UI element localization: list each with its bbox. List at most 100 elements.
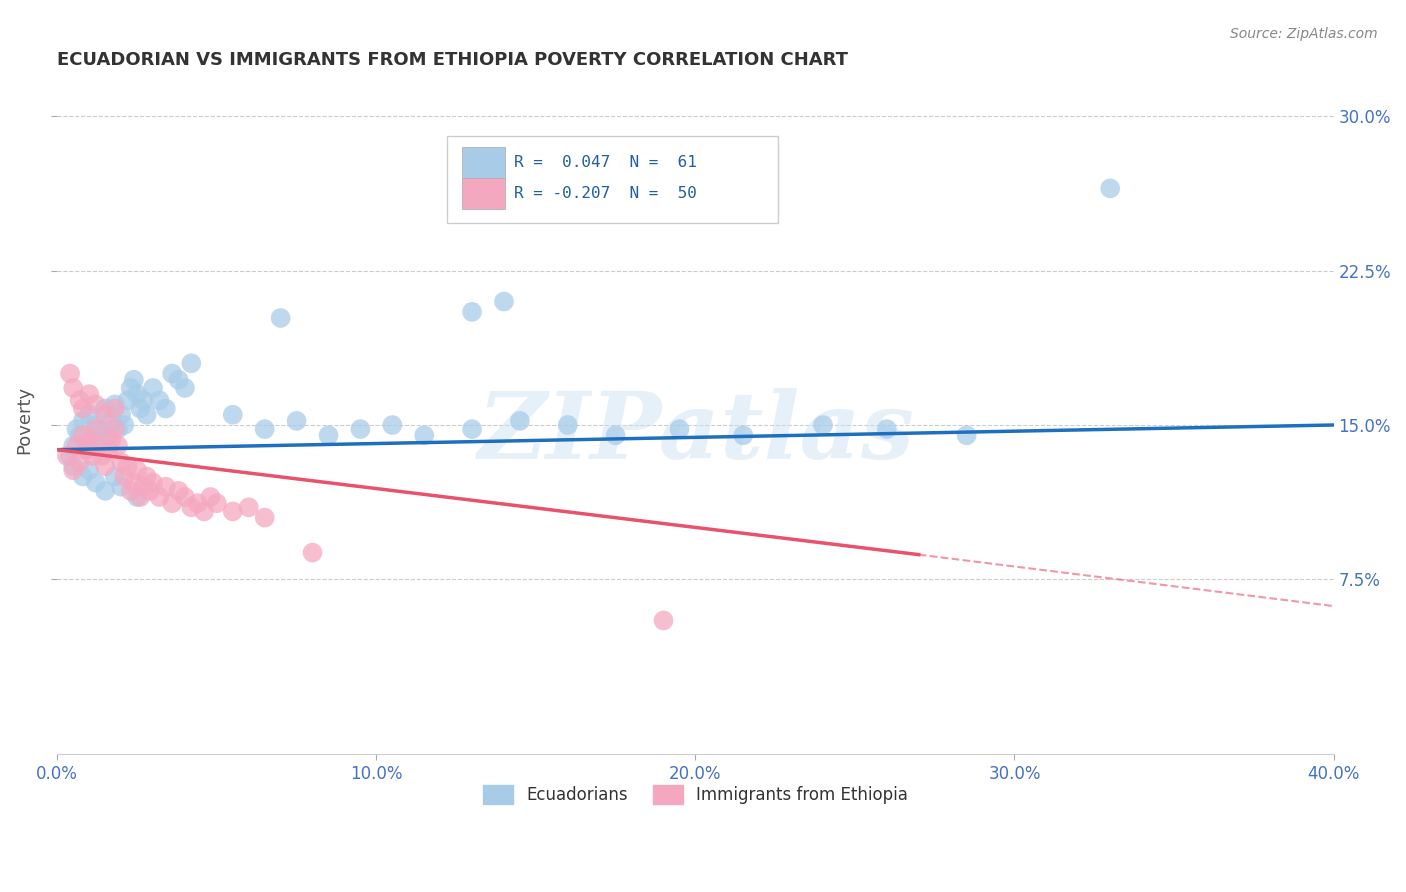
Point bbox=[193, 504, 215, 518]
Point bbox=[167, 373, 190, 387]
Point bbox=[955, 428, 977, 442]
Point bbox=[56, 449, 79, 463]
Point bbox=[461, 422, 484, 436]
Point bbox=[174, 490, 197, 504]
Point bbox=[87, 439, 110, 453]
Point bbox=[104, 422, 127, 436]
Point bbox=[94, 401, 117, 416]
Point bbox=[77, 463, 100, 477]
Text: Source: ZipAtlas.com: Source: ZipAtlas.com bbox=[1230, 27, 1378, 41]
Point bbox=[285, 414, 308, 428]
Point bbox=[1099, 181, 1122, 195]
Point bbox=[461, 305, 484, 319]
Point bbox=[318, 428, 340, 442]
Point bbox=[129, 401, 152, 416]
Point bbox=[174, 381, 197, 395]
Point bbox=[110, 455, 132, 469]
Point bbox=[200, 490, 222, 504]
Point bbox=[75, 442, 97, 457]
Point bbox=[492, 294, 515, 309]
Text: R = -0.207  N =  50: R = -0.207 N = 50 bbox=[515, 186, 697, 202]
Point bbox=[59, 367, 82, 381]
Point bbox=[65, 439, 87, 453]
Point bbox=[72, 469, 94, 483]
Point bbox=[509, 414, 531, 428]
Point bbox=[135, 469, 157, 483]
Point bbox=[62, 381, 84, 395]
Point bbox=[107, 422, 129, 436]
Text: ECUADORIAN VS IMMIGRANTS FROM ETHIOPIA POVERTY CORRELATION CHART: ECUADORIAN VS IMMIGRANTS FROM ETHIOPIA P… bbox=[58, 51, 848, 69]
Point bbox=[301, 545, 323, 559]
Text: R =  0.047  N =  61: R = 0.047 N = 61 bbox=[515, 155, 697, 169]
Point bbox=[75, 442, 97, 457]
Point bbox=[180, 356, 202, 370]
Y-axis label: Poverty: Poverty bbox=[15, 386, 32, 454]
Point bbox=[160, 367, 183, 381]
Point bbox=[59, 449, 82, 463]
Point bbox=[107, 439, 129, 453]
Point bbox=[69, 393, 91, 408]
Point bbox=[148, 393, 170, 408]
Point bbox=[77, 434, 100, 449]
Point bbox=[557, 417, 579, 432]
Point bbox=[97, 428, 120, 442]
Point bbox=[120, 381, 142, 395]
Point bbox=[605, 428, 627, 442]
Point bbox=[69, 428, 91, 442]
Point bbox=[117, 459, 139, 474]
Point bbox=[187, 496, 209, 510]
Point bbox=[104, 401, 127, 416]
Point bbox=[94, 408, 117, 422]
Point bbox=[253, 422, 276, 436]
Point bbox=[222, 504, 245, 518]
Point bbox=[148, 490, 170, 504]
Point bbox=[65, 422, 87, 436]
Point bbox=[112, 417, 135, 432]
Point bbox=[77, 408, 100, 422]
Point bbox=[84, 422, 107, 436]
Point bbox=[733, 428, 755, 442]
Point bbox=[94, 483, 117, 498]
Point bbox=[97, 442, 120, 457]
Point bbox=[112, 469, 135, 483]
Point bbox=[876, 422, 898, 436]
Point bbox=[238, 500, 260, 515]
Point bbox=[142, 475, 165, 490]
Point bbox=[91, 449, 114, 463]
Point bbox=[122, 373, 145, 387]
Point bbox=[811, 417, 834, 432]
Point bbox=[668, 422, 690, 436]
Point bbox=[222, 408, 245, 422]
Point bbox=[135, 408, 157, 422]
Point bbox=[82, 449, 104, 463]
Point bbox=[155, 480, 177, 494]
Point bbox=[87, 422, 110, 436]
Point bbox=[117, 393, 139, 408]
Point bbox=[155, 401, 177, 416]
Point bbox=[349, 422, 371, 436]
Point bbox=[72, 414, 94, 428]
Point bbox=[125, 463, 148, 477]
Point bbox=[129, 490, 152, 504]
Point bbox=[82, 433, 104, 447]
Point bbox=[104, 469, 127, 483]
Point bbox=[69, 455, 91, 469]
Point bbox=[125, 387, 148, 401]
Point bbox=[120, 483, 142, 498]
Point bbox=[205, 496, 228, 510]
FancyBboxPatch shape bbox=[461, 178, 505, 210]
Point bbox=[160, 496, 183, 510]
Point bbox=[110, 480, 132, 494]
Point bbox=[122, 475, 145, 490]
Point bbox=[167, 483, 190, 498]
FancyBboxPatch shape bbox=[447, 136, 779, 223]
Point bbox=[139, 483, 162, 498]
Point bbox=[381, 417, 404, 432]
Point bbox=[180, 500, 202, 515]
Point bbox=[72, 428, 94, 442]
Legend: Ecuadorians, Immigrants from Ethiopia: Ecuadorians, Immigrants from Ethiopia bbox=[474, 777, 917, 813]
FancyBboxPatch shape bbox=[461, 147, 505, 178]
Point bbox=[84, 475, 107, 490]
Point bbox=[91, 434, 114, 449]
Point bbox=[84, 417, 107, 432]
